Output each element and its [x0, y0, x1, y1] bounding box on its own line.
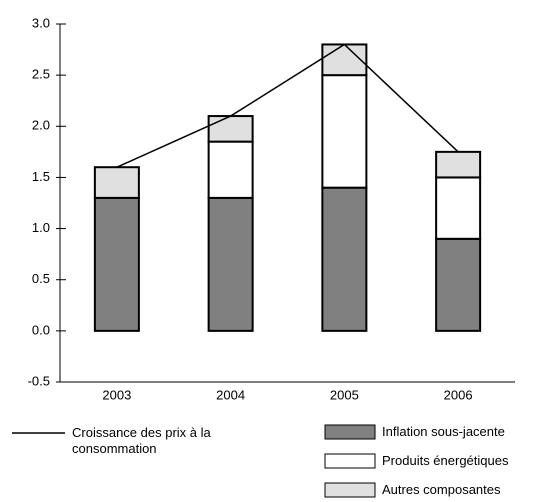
y-tick-label: 1.0	[32, 220, 50, 235]
bar-segment	[435, 237, 482, 332]
legend-swatch	[324, 482, 376, 498]
y-tick-label: 2.0	[32, 118, 50, 133]
y-tick-label: 2.5	[32, 67, 50, 82]
bar-segment	[93, 196, 140, 332]
x-tick-label: 2005	[330, 387, 359, 402]
bar-segment	[321, 74, 368, 189]
y-tick-label: -0.5	[28, 373, 50, 388]
legend-swatch	[324, 453, 376, 469]
line	[116, 43, 459, 168]
bar-segment	[435, 176, 482, 240]
y-tick-label: 0.0	[32, 322, 50, 337]
y-tick-label: 1.5	[32, 169, 50, 184]
bar-segment	[207, 115, 254, 143]
bar-segment	[435, 150, 482, 179]
x-tick-label: 2003	[102, 387, 131, 402]
legend-swatch	[324, 424, 376, 440]
bar-segment	[93, 166, 140, 199]
x-tick-label: 2004	[216, 387, 245, 402]
bar-segment	[207, 140, 254, 199]
y-tick-label: 3.0	[32, 15, 50, 30]
legend-label: Produits énergétiques	[382, 453, 509, 468]
legend-label: Inflation sous-jacente	[382, 424, 505, 439]
legend-label: Autres composantes	[382, 482, 501, 497]
x-tick-label: 2006	[444, 387, 473, 402]
legend-label: Croissance des prix à la consommation	[72, 425, 211, 456]
y-tick-label: 0.5	[32, 271, 50, 286]
bar-segment	[321, 186, 368, 332]
bar-segment	[207, 196, 254, 332]
